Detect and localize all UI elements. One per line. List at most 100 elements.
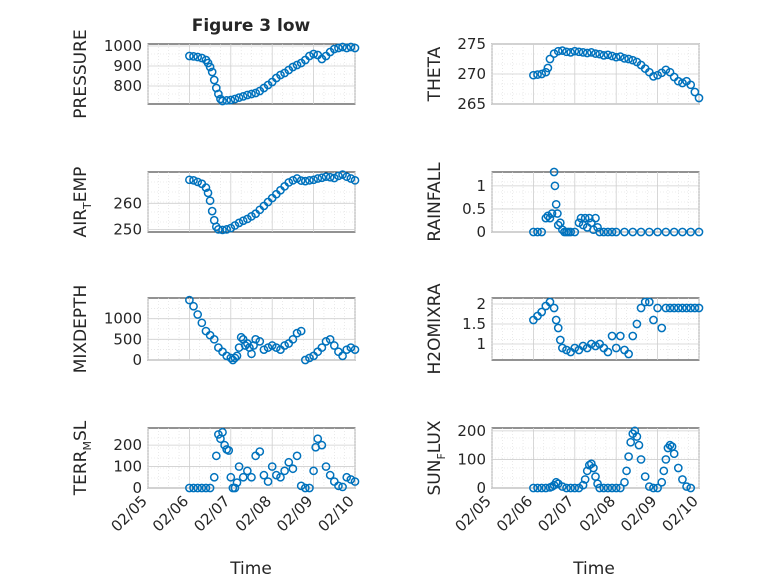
data-point-mixdepth <box>321 337 331 346</box>
data-point-theta <box>603 50 613 60</box>
data-point-h2omixra <box>587 339 596 349</box>
data-point-air_temp <box>300 176 310 186</box>
panel-theta: 265 270 275 THETA <box>425 35 704 113</box>
data-point-sun_flux <box>587 459 596 469</box>
data-point-terr_msl <box>259 470 269 480</box>
data-point-pressure <box>207 67 217 77</box>
data-point-theta <box>615 52 625 61</box>
y-tick-label-pressure: 900 <box>113 57 142 75</box>
data-point-mixdepth <box>292 328 302 338</box>
data-point-sun_flux <box>558 482 567 491</box>
x-axis-label-right: Time <box>572 559 615 579</box>
data-point-rainfall <box>686 227 696 237</box>
y-tick-label-theta: 265 <box>457 95 486 113</box>
data-point-rainfall <box>599 227 609 237</box>
y-axis-label-h2omixra: H2OMIXRA <box>425 283 445 374</box>
data-point-mixdepth <box>267 341 277 350</box>
data-point-pressure <box>251 88 260 98</box>
data-point-h2omixra <box>686 303 696 313</box>
data-point-pressure <box>189 52 198 61</box>
data-point-pressure <box>197 53 207 63</box>
data-point-mixdepth <box>193 310 203 319</box>
data-point-rainfall <box>566 227 576 237</box>
data-point-air_temp <box>321 172 331 182</box>
y-axis-label-part: EMP <box>71 167 91 203</box>
data-point-sun_flux <box>682 482 691 491</box>
x-tick-label: 02/08 <box>232 492 275 535</box>
data-point-air_temp <box>214 225 223 234</box>
data-point-rainfall <box>603 227 613 237</box>
data-point-rainfall <box>584 213 594 223</box>
data-point-air_temp <box>309 175 318 185</box>
data-point-mixdepth <box>259 345 269 355</box>
data-point-sun_flux <box>570 483 580 493</box>
data-point-terr_msl <box>247 472 256 482</box>
y-axis-label-air_temp: AIRTEMP <box>71 167 94 238</box>
data-point-air_temp <box>238 216 248 226</box>
data-point-sun_flux <box>678 475 687 484</box>
data-point-terr_msl <box>224 446 234 455</box>
data-point-pressure <box>334 43 343 53</box>
data-point-h2omixra <box>644 297 654 307</box>
data-point-rainfall <box>549 167 559 177</box>
data-point-h2omixra <box>657 323 667 333</box>
x-tick-label: 02/06 <box>493 492 536 535</box>
data-point-theta <box>595 49 604 59</box>
data-point-terr_msl <box>317 440 327 450</box>
data-point-air_temp <box>292 174 302 183</box>
y-tick-label-h2omixra: 1.5 <box>462 315 486 333</box>
data-point-pressure <box>226 95 236 105</box>
y-tick-label-terr_msl: 0 <box>132 479 142 497</box>
data-point-theta <box>570 46 580 56</box>
data-point-pressure <box>193 52 203 62</box>
data-point-mixdepth <box>185 295 194 305</box>
x-tick-label: 02/09 <box>273 492 316 535</box>
data-point-terr_msl <box>209 472 219 482</box>
data-point-air_temp <box>338 170 347 179</box>
panel-terr_msl: 0 100 200 TERRMSL 02/0502/0602/0702/0802/090… <box>71 420 360 535</box>
data-point-h2omixra <box>551 315 561 325</box>
data-point-rainfall <box>593 223 602 232</box>
data-point-sun_flux <box>595 483 604 493</box>
data-point-pressure <box>276 70 285 80</box>
data-point-rainfall <box>570 227 580 237</box>
data-point-sun_flux <box>626 437 636 447</box>
data-point-sun_flux <box>580 475 590 484</box>
data-point-pressure <box>209 75 219 85</box>
data-point-sun_flux <box>615 483 625 493</box>
data-point-rainfall <box>529 227 538 237</box>
data-point-h2omixra <box>661 303 671 313</box>
data-point-terr_msl <box>313 434 323 444</box>
data-point-mixdepth <box>232 351 242 361</box>
y-axis-label-part: LUX <box>425 420 445 453</box>
data-point-sun_flux <box>593 479 602 489</box>
data-point-air_temp <box>325 172 335 182</box>
data-point-terr_msl <box>218 427 227 437</box>
data-point-pressure <box>309 49 318 59</box>
data-point-terr_msl <box>309 466 318 476</box>
y-tick-label-mixdepth: 0 <box>132 351 142 369</box>
data-point-sun_flux <box>657 477 667 487</box>
data-point-air_temp <box>317 173 327 183</box>
data-point-h2omixra <box>611 343 621 353</box>
data-point-mixdepth <box>271 343 281 352</box>
data-point-rainfall <box>611 227 621 237</box>
data-point-mixdepth <box>305 353 314 363</box>
data-point-air_temp <box>350 175 360 185</box>
data-point-theta <box>578 48 588 57</box>
data-point-rainfall <box>653 227 662 237</box>
data-point-theta <box>558 46 567 55</box>
data-point-h2omixra <box>615 331 625 341</box>
y-tick-label-mixdepth: 500 <box>113 330 142 348</box>
panel-h2omixra: 1 1.5 2 H2OMIXRA <box>425 283 704 375</box>
data-point-terr_msl <box>205 483 215 493</box>
data-point-terr_msl <box>234 462 244 471</box>
data-point-pressure <box>247 89 256 99</box>
data-point-rainfall <box>628 227 638 237</box>
y-tick-label-rainfall: 0 <box>476 223 486 241</box>
data-point-sun_flux <box>649 483 658 493</box>
data-point-air_temp <box>218 225 227 235</box>
data-point-pressure <box>234 93 244 102</box>
data-point-sun_flux <box>644 482 654 491</box>
data-point-h2omixra <box>558 343 567 353</box>
